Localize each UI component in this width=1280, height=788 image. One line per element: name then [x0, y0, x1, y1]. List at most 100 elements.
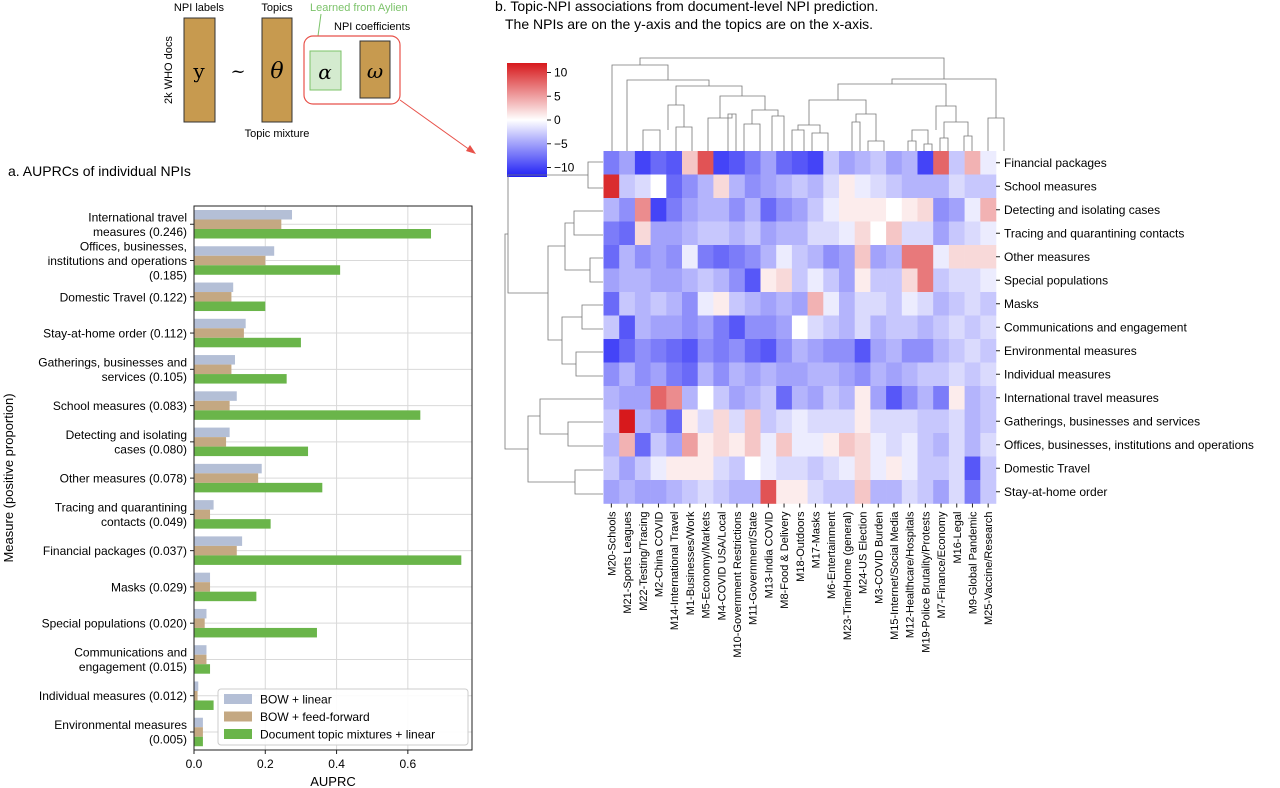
heatmap-cell	[666, 174, 683, 199]
heatmap-cell	[666, 245, 683, 269]
heatmap-cell	[619, 221, 636, 246]
heatmap-cell	[760, 245, 777, 269]
heatmap-cell	[744, 292, 761, 316]
heatmap-cell	[917, 292, 934, 316]
heatmap-cell	[619, 268, 636, 293]
heatmap-cell	[729, 292, 746, 316]
heatmap-cell	[854, 386, 871, 410]
heatmap-cell	[886, 339, 903, 363]
heatmap-cell	[713, 245, 730, 269]
heatmap-cell	[713, 315, 730, 340]
heatmap-cell	[634, 245, 651, 269]
row-label: Individual measures	[1004, 367, 1111, 381]
column-label: M9-Global Pandemic	[967, 511, 979, 614]
bar	[194, 545, 237, 556]
heatmap-cell	[603, 386, 620, 410]
heatmap-cell	[634, 409, 651, 434]
heatmap-cell	[744, 174, 761, 199]
heatmap-cell	[917, 409, 934, 434]
heatmap-cell	[964, 409, 981, 434]
heatmap-cell	[964, 315, 981, 340]
bar	[194, 736, 203, 747]
heatmap-cell	[776, 292, 793, 316]
heatmap-cell	[744, 315, 761, 340]
heatmap-cell	[886, 221, 903, 246]
heatmap-cell	[729, 198, 746, 222]
column-label: M23-Time/Home (general)	[842, 512, 854, 641]
alpha-symbol: α	[318, 60, 332, 84]
category-label: engagement (0.015)	[79, 660, 187, 674]
heatmap-cell	[901, 292, 918, 316]
heatmap-cell	[886, 480, 903, 504]
heatmap-cell	[964, 221, 981, 246]
heatmap-cell	[870, 409, 887, 434]
heatmap-cell	[713, 292, 730, 316]
heatmap-cell	[980, 456, 997, 481]
heatmap-cell	[791, 433, 808, 457]
heatmap-cell	[744, 198, 761, 222]
heatmap-cell	[697, 198, 714, 222]
column-label: M4-COVID USA/Local	[716, 512, 728, 621]
heatmap-cell	[603, 315, 620, 340]
heatmap-cell	[666, 292, 683, 316]
category-label: Masks (0.029)	[111, 580, 187, 594]
column-label: M14-International Travel	[669, 512, 681, 631]
heatmap-cell	[729, 456, 746, 481]
heatmap-cell	[839, 362, 855, 387]
x-tick-label: 0.0	[186, 757, 203, 771]
heatmap-cell	[823, 409, 840, 434]
bar	[194, 318, 246, 329]
heatmap-cell	[682, 198, 698, 222]
heatmap-cell	[964, 268, 981, 293]
heatmap-cell	[619, 151, 636, 175]
heatmap-cell	[650, 409, 667, 434]
category-label: measures (0.246)	[93, 225, 187, 239]
heatmap-cell	[697, 386, 714, 410]
heatmap-cell	[870, 198, 887, 222]
legend-swatch	[224, 694, 252, 704]
heatmap-cell	[666, 433, 683, 457]
heatmap-cell	[697, 292, 714, 316]
heatmap-cell	[713, 268, 730, 293]
row-label: Detecting and isolating cases	[1004, 203, 1160, 217]
heatmap-cell	[839, 339, 855, 363]
row-label: Special populations	[1004, 273, 1108, 287]
heatmap-cell	[854, 409, 871, 434]
heatmap-cell	[933, 174, 950, 199]
heatmap-cell	[980, 268, 997, 293]
heatmap-cell	[650, 433, 667, 457]
heatmap-cell	[886, 174, 903, 199]
heatmap-cell	[713, 433, 730, 457]
column-label: M19-Police Brutality/Protests	[920, 511, 932, 653]
heatmap-cell	[933, 456, 950, 481]
bar	[194, 482, 323, 493]
heatmap-cell	[823, 339, 840, 363]
column-label: M20-Schools	[606, 511, 618, 576]
heatmap-cell	[791, 456, 808, 481]
heatmap-cell	[634, 339, 651, 363]
heatmap-cell	[917, 339, 934, 363]
heatmap-cell	[650, 245, 667, 269]
heatmap-cell	[729, 315, 746, 340]
heatmap-cell	[948, 386, 965, 410]
category-label: cases (0.080)	[114, 443, 187, 457]
heatmap-cell	[634, 151, 651, 175]
heatmap-cell	[823, 456, 840, 481]
heatmap-cell	[823, 151, 840, 175]
heatmap-cell	[650, 362, 667, 387]
heatmap-cell	[603, 292, 620, 316]
heatmap-cell	[980, 386, 997, 410]
heatmap-cell	[744, 268, 761, 293]
heatmap-cell	[744, 433, 761, 457]
heatmap-cell	[682, 386, 698, 410]
heatmap-cell	[917, 221, 934, 246]
heatmap-cell	[650, 198, 667, 222]
column-dendrogram	[611, 57, 1005, 151]
heatmap-cell	[603, 245, 620, 269]
heatmap-cell	[948, 409, 965, 434]
bar	[194, 555, 462, 565]
heatmap-cell	[713, 151, 730, 175]
heatmap-cell	[713, 362, 730, 387]
learned-group-box	[303, 35, 401, 105]
category-label: Offices, businesses,	[80, 240, 187, 254]
